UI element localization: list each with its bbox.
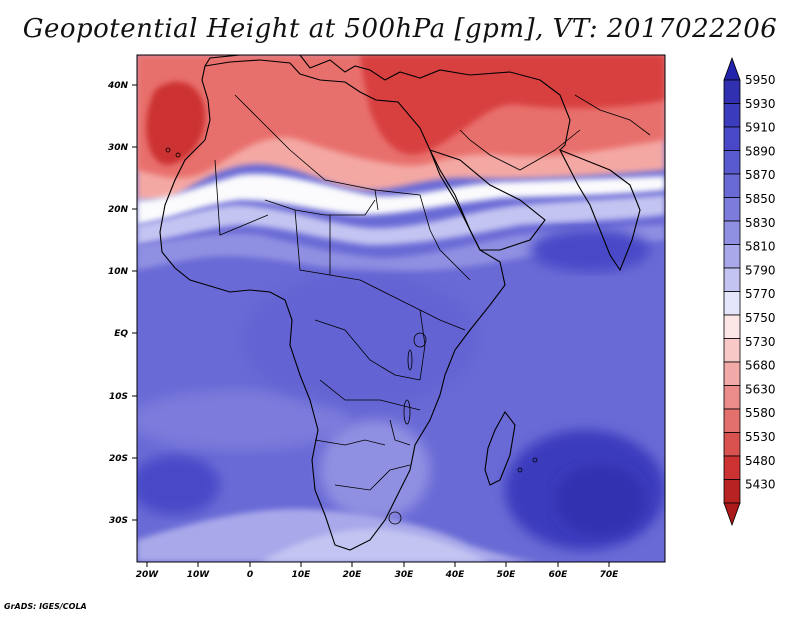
x-tick-label: 10W (187, 570, 211, 580)
legend-level-label: 5480 (745, 454, 776, 468)
y-tick-label: 10S (109, 392, 128, 402)
legend-level-label: 5730 (745, 335, 776, 349)
legend-swatch (723, 408, 741, 433)
legend-swatch (723, 173, 741, 198)
legend-level-label: 5790 (745, 263, 776, 277)
x-tick-label: 60E (549, 570, 569, 580)
legend-swatch (723, 79, 741, 104)
y-tick-label: 20N (108, 205, 129, 215)
y-tick-label: EQ (114, 329, 128, 339)
country-borders (214, 94, 651, 491)
geopotential-height-field (137, 55, 665, 562)
legend-swatch (723, 267, 741, 292)
legend-level-label: 5950 (745, 73, 776, 87)
x-axis: 20W 10W 0 10E 20E 30E 40E 50E 60E 70E (136, 562, 619, 580)
y-tick-label: 30S (109, 516, 128, 526)
legend-swatch (723, 361, 741, 386)
legend-level-label: 5580 (745, 406, 776, 420)
legend-swatch (723, 220, 741, 245)
y-tick-label: 20S (109, 454, 128, 464)
legend-level-label: 5430 (745, 478, 776, 492)
x-tick-label: 40E (445, 570, 466, 580)
color-legend: 5950 5930 5910 5890 5870 5850 5830 5810 5790 5770… (723, 56, 776, 527)
legend-level-label: 5810 (745, 240, 776, 254)
lakes (165, 147, 538, 525)
legend-swatch (723, 314, 741, 339)
legend-swatch (723, 126, 741, 151)
grads-credit: GrADS: IGES/COLA (4, 602, 87, 611)
legend-swatch (723, 103, 741, 128)
legend-level-label: 5750 (745, 311, 776, 325)
x-tick-label: 0 (247, 570, 253, 580)
legend-level-label: 5890 (745, 144, 776, 158)
legend-level-label: 5530 (745, 430, 776, 444)
legend-level-label: 5680 (745, 359, 776, 373)
y-axis: 40N 30N 20N 10N EQ 10S 20S 30S (107, 81, 137, 526)
plot-frame (136, 54, 666, 563)
legend-level-label: 5830 (745, 216, 776, 230)
legend-swatch (723, 385, 741, 410)
legend-swatch (723, 244, 741, 269)
legend-swatch (723, 432, 741, 457)
legend-level-label: 5870 (745, 168, 776, 182)
y-tick-label: 10N (108, 267, 129, 277)
x-tick-label: 10E (292, 570, 312, 580)
y-tick-label: 30N (108, 143, 129, 153)
y-tick-label: 40N (107, 81, 129, 91)
x-tick-label: 20W (136, 570, 160, 580)
legend-swatch (723, 479, 741, 504)
x-tick-label: 50E (497, 570, 517, 580)
legend-swatch (723, 197, 741, 222)
legend-swatch (723, 338, 741, 363)
legend-swatch (723, 150, 741, 175)
x-tick-label: 70E (600, 570, 620, 580)
legend-level-label: 5630 (745, 382, 776, 396)
legend-level-label: 5910 (745, 121, 776, 135)
legend-bottom-arrow (723, 502, 741, 527)
x-tick-label: 20E (343, 570, 363, 580)
legend-swatch (723, 291, 741, 316)
x-tick-label: 30E (395, 570, 415, 580)
coastlines (159, 55, 641, 551)
legend-top-arrow (723, 56, 741, 81)
legend-level-label: 5770 (745, 287, 776, 301)
legend-level-label: 5930 (745, 97, 776, 111)
map-title: Geopotential Height at 500hPa [gpm], VT:… (22, 14, 778, 44)
legend-level-label: 5850 (745, 192, 776, 206)
legend-swatch (723, 455, 741, 480)
